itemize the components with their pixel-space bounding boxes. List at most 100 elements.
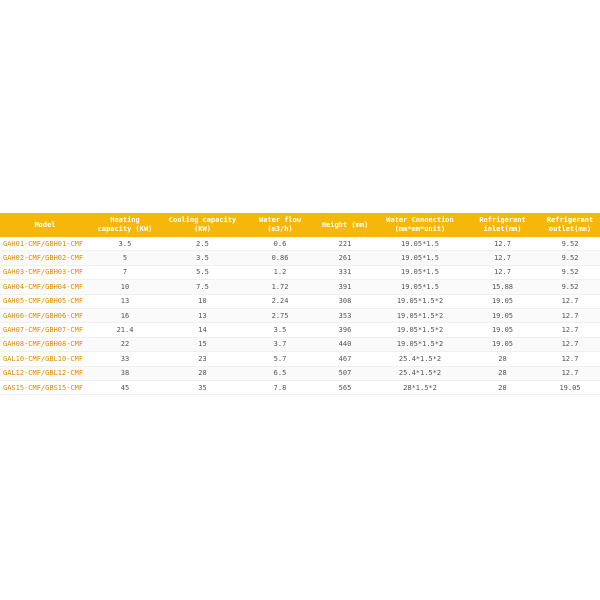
- data-cell: 10: [160, 294, 245, 309]
- data-cell: 440: [315, 337, 375, 353]
- data-cell: 19.05: [465, 308, 540, 324]
- header-cell: Water Connection (mm*mm*unit): [375, 213, 465, 237]
- model-cell: GAS15-CMF/GBS15-CMF: [0, 380, 90, 396]
- table-row: GAH05-CMF/GBH05-CMF 13 10 2.24 308 19.05*1.5*…: [0, 294, 600, 309]
- data-cell: 9.52: [540, 265, 600, 281]
- data-cell: 5.5: [160, 265, 245, 281]
- data-cell: 19.05: [540, 380, 600, 396]
- data-cell: 19.05: [465, 337, 540, 353]
- data-cell: 7: [90, 265, 160, 281]
- data-cell: 396: [315, 322, 375, 338]
- header-cell: Heating capacity (KW): [90, 213, 160, 237]
- header-cell: Cooling capacity (KW): [160, 213, 245, 237]
- spec-table: Model Heating capacity (KW) Cooling capaci…: [0, 213, 600, 396]
- data-cell: 14: [160, 322, 245, 338]
- model-cell: GAH03-CMF/GBH03-CMF: [0, 265, 90, 281]
- data-cell: 3.5: [90, 237, 160, 252]
- table-row: GAL12-CMF/GBL12-CMF 38 28 6.5 507 25.4*1.5*2 2…: [0, 366, 600, 381]
- data-cell: 28: [465, 366, 540, 381]
- data-cell: 19.05: [465, 322, 540, 338]
- data-cell: 38: [90, 366, 160, 381]
- data-cell: 9.52: [540, 250, 600, 266]
- model-cell: GAH05-CMF/GBH05-CMF: [0, 294, 90, 309]
- data-cell: 10: [90, 279, 160, 295]
- data-cell: 19.05*1.5: [375, 250, 465, 266]
- table-row: GAH08-CMF/GBH08-CMF 22 15 3.7 440 19.05*1.5*2…: [0, 337, 600, 353]
- data-cell: 19.05*1.5*2: [375, 337, 465, 353]
- data-cell: 28: [465, 351, 540, 367]
- data-cell: 0.86: [245, 250, 315, 266]
- data-cell: 12.7: [540, 308, 600, 324]
- data-cell: 19.05*1.5: [375, 237, 465, 252]
- header-cell: Water flow (m3/h): [245, 213, 315, 237]
- data-cell: 3.5: [245, 322, 315, 338]
- data-cell: 12.7: [540, 294, 600, 309]
- data-cell: 19.05: [465, 294, 540, 309]
- model-cell: GAL12-CMF/GBL12-CMF: [0, 366, 90, 381]
- data-cell: 467: [315, 351, 375, 367]
- table-row: GAL10-CMF/GBL10-CMF 33 23 5.7 467 25.4*1.5*2 2…: [0, 351, 600, 367]
- model-cell: GAH01-CMF/GBH01-CMF: [0, 237, 90, 252]
- header-row: Model Heating capacity (KW) Cooling capaci…: [0, 213, 600, 237]
- data-cell: 12.7: [540, 337, 600, 353]
- data-cell: 13: [160, 308, 245, 324]
- header-cell: Refrigerant outlet(mm): [540, 213, 600, 237]
- data-cell: 35: [160, 380, 245, 396]
- data-cell: 13: [90, 294, 160, 309]
- data-cell: 261: [315, 250, 375, 266]
- table-body: GAH01-CMF/GBH01-CMF 3.5 2.5 0.6 221 19.05*1.5…: [0, 237, 600, 396]
- model-cell: GAL10-CMF/GBL10-CMF: [0, 351, 90, 367]
- data-cell: 0.6: [245, 237, 315, 252]
- data-cell: 15.88: [465, 279, 540, 295]
- data-cell: 507: [315, 366, 375, 381]
- data-cell: 12.7: [465, 237, 540, 252]
- table-row: GAH04-CMF/GBH04-CMF 10 7.5 1.72 391 19.05*1.5…: [0, 279, 600, 295]
- table-row: GAH06-CMF/GBH06-CMF 16 13 2.75 353 19.05*1.5*…: [0, 308, 600, 324]
- data-cell: 28: [465, 380, 540, 396]
- table-row: GAH07-CMF/GBH07-CMF 21.4 14 3.5 396 19.05*1.5…: [0, 322, 600, 338]
- data-cell: 9.52: [540, 237, 600, 252]
- data-cell: 2.75: [245, 308, 315, 324]
- model-cell: GAH04-CMF/GBH04-CMF: [0, 279, 90, 295]
- table-row: GAH03-CMF/GBH03-CMF 7 5.5 1.2 331 19.05*1.5 12…: [0, 265, 600, 281]
- data-cell: 19.05*1.5*2: [375, 308, 465, 324]
- data-cell: 23: [160, 351, 245, 367]
- data-cell: 5.7: [245, 351, 315, 367]
- model-cell: GAH08-CMF/GBH08-CMF: [0, 337, 90, 353]
- model-cell: GAH02-CMF/GBH02-CMF: [0, 250, 90, 266]
- data-cell: 45: [90, 380, 160, 396]
- data-cell: 15: [160, 337, 245, 353]
- data-cell: 1.72: [245, 279, 315, 295]
- data-cell: 9.52: [540, 279, 600, 295]
- model-cell: GAH06-CMF/GBH06-CMF: [0, 308, 90, 324]
- header-cell: Height (mm): [315, 213, 375, 237]
- data-cell: 22: [90, 337, 160, 353]
- data-cell: 12.7: [540, 366, 600, 381]
- data-cell: 12.7: [465, 265, 540, 281]
- data-cell: 12.7: [465, 250, 540, 266]
- data-cell: 19.05*1.5*2: [375, 322, 465, 338]
- data-cell: 21.4: [90, 322, 160, 338]
- header-cell: Model: [0, 213, 90, 237]
- table-row: GAH01-CMF/GBH01-CMF 3.5 2.5 0.6 221 19.05*1.5…: [0, 237, 600, 252]
- model-cell: GAH07-CMF/GBH07-CMF: [0, 322, 90, 338]
- data-cell: 565: [315, 380, 375, 396]
- data-cell: 221: [315, 237, 375, 252]
- header-cell: Refrigerant inlet(mm): [465, 213, 540, 237]
- data-cell: 33: [90, 351, 160, 367]
- data-cell: 2.24: [245, 294, 315, 309]
- data-cell: 331: [315, 265, 375, 281]
- data-cell: 19.05*1.5: [375, 279, 465, 295]
- data-cell: 3.5: [160, 250, 245, 266]
- data-cell: 25.4*1.5*2: [375, 366, 465, 381]
- data-cell: 5: [90, 250, 160, 266]
- data-cell: 19.05*1.5*2: [375, 294, 465, 309]
- table-row: GAH02-CMF/GBH02-CMF 5 3.5 0.86 261 19.05*1.5 1…: [0, 250, 600, 266]
- data-cell: 12.7: [540, 351, 600, 367]
- data-cell: 19.05*1.5: [375, 265, 465, 281]
- data-cell: 12.7: [540, 322, 600, 338]
- data-cell: 16: [90, 308, 160, 324]
- data-cell: 25.4*1.5*2: [375, 351, 465, 367]
- table-row: GAS15-CMF/GBS15-CMF 45 35 7.8 565 28*1.5*2 28 1…: [0, 380, 600, 396]
